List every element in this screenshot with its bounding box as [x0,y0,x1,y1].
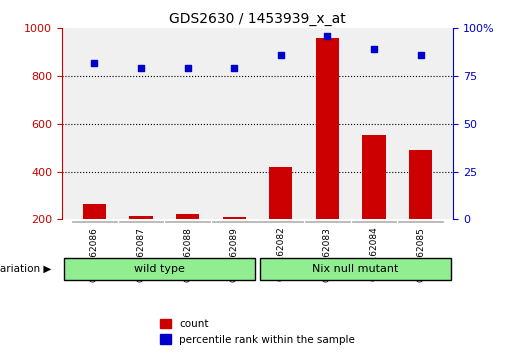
FancyBboxPatch shape [260,258,451,280]
Text: GSM162087: GSM162087 [136,227,146,281]
FancyBboxPatch shape [72,221,117,222]
FancyBboxPatch shape [305,221,350,222]
FancyBboxPatch shape [352,221,397,222]
Text: GSM162082: GSM162082 [277,227,285,281]
Text: Nix null mutant: Nix null mutant [312,264,399,274]
Bar [269,167,293,267]
Text: GSM162085: GSM162085 [416,227,425,281]
Point [230,65,238,71]
Point [90,60,98,65]
Bar [409,150,432,267]
Point [277,52,285,58]
Text: GSM162084: GSM162084 [369,227,379,281]
Point [370,46,378,52]
Bar [83,204,106,267]
Point [323,33,332,39]
Text: GSM162086: GSM162086 [90,227,99,281]
Text: GSM162089: GSM162089 [230,227,238,281]
FancyBboxPatch shape [64,258,255,280]
Bar [222,217,246,267]
Bar [176,213,199,267]
Point [137,65,145,71]
Legend: count, percentile rank within the sample: count, percentile rank within the sample [156,315,359,349]
Bar [316,38,339,267]
Point [417,52,425,58]
Bar [129,216,152,267]
FancyBboxPatch shape [398,221,443,222]
Text: genotype/variation ▶: genotype/variation ▶ [0,264,52,274]
FancyBboxPatch shape [212,221,256,222]
Text: GSM162083: GSM162083 [323,227,332,281]
Text: wild type: wild type [134,264,185,274]
FancyBboxPatch shape [259,221,303,222]
FancyBboxPatch shape [118,221,163,222]
Bar [363,135,386,267]
Point [183,65,192,71]
FancyBboxPatch shape [165,221,210,222]
Text: GSM162088: GSM162088 [183,227,192,281]
Title: GDS2630 / 1453939_x_at: GDS2630 / 1453939_x_at [169,12,346,26]
